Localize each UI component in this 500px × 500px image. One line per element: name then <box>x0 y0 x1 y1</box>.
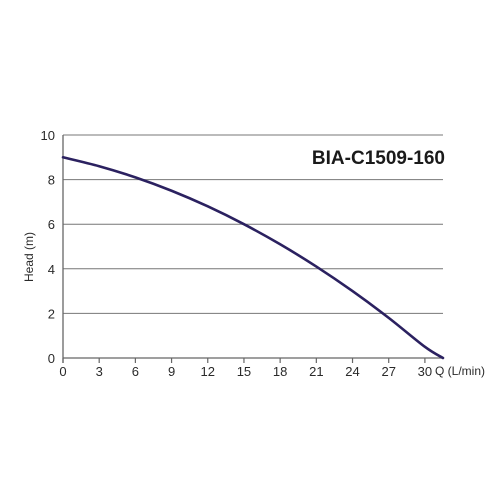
x-tick-label: 30 <box>418 364 432 379</box>
x-tick-label: 27 <box>381 364 395 379</box>
series-layer <box>61 156 445 360</box>
y-tick-label: 2 <box>48 306 55 321</box>
y-tick-label: 10 <box>41 128 55 143</box>
x-tick-label: 12 <box>201 364 215 379</box>
y-tick-label: 4 <box>48 262 55 277</box>
gridlines <box>63 134 443 314</box>
y-tick-label: 8 <box>48 173 55 188</box>
x-tick-label: 3 <box>96 364 103 379</box>
series-line-0 <box>61 156 445 360</box>
x-tick-label: 15 <box>237 364 251 379</box>
x-tick-label: 24 <box>345 364 359 379</box>
axes <box>62 135 443 363</box>
x-tick-label: 0 <box>59 364 66 379</box>
x-tick-label: 6 <box>132 364 139 379</box>
x-tick-label: 18 <box>273 364 287 379</box>
y-tick-label: 0 <box>48 351 55 366</box>
y-axis-label: Head (m) <box>22 232 36 282</box>
x-axis-label: Q (L/min) <box>435 364 485 378</box>
x-tick-label: 21 <box>309 364 323 379</box>
chart-title: BIA-C1509-160 <box>312 148 445 169</box>
x-tick-label: 9 <box>168 364 175 379</box>
y-tick-label: 6 <box>48 217 55 232</box>
